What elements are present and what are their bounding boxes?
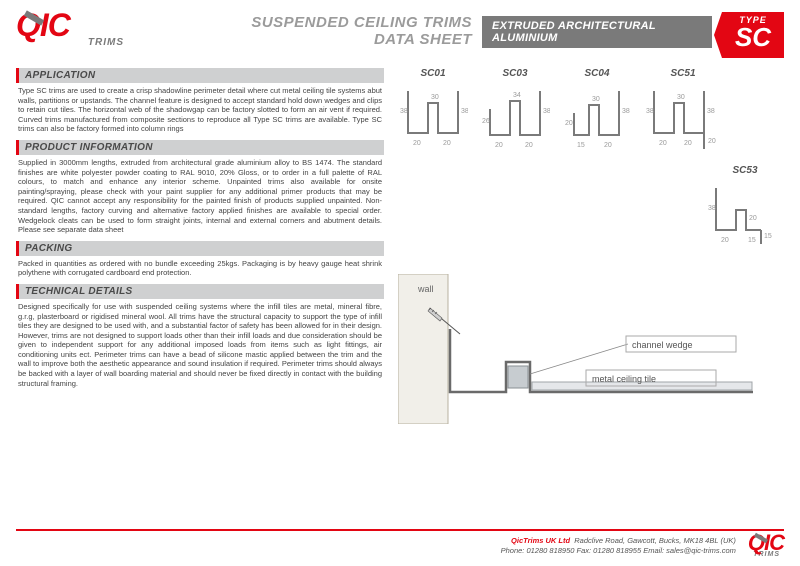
svg-text:38: 38 — [400, 108, 408, 115]
technical-body: Designed specifically for use with suspe… — [16, 299, 384, 390]
svg-text:20: 20 — [443, 140, 451, 147]
footer-address: Radclive Road, Gawcott, Bucks, MK18 4BL … — [574, 536, 736, 545]
svg-text:34: 34 — [513, 92, 521, 99]
profile-label: SC03 — [480, 68, 550, 79]
page: QIC TRIMS SUSPENDED CEILING TRIMS DATA S… — [0, 0, 800, 566]
footer-text: QicTrims UK Ltd Radclive Road, Gawcott, … — [501, 536, 736, 556]
svg-text:26: 26 — [482, 118, 490, 125]
svg-text:38: 38 — [622, 108, 630, 115]
svg-text:15: 15 — [577, 142, 585, 149]
type-badge: TYPE SC — [722, 12, 784, 58]
install-diagram-svg: wall channel wedge metal ceilin — [398, 274, 758, 424]
left-column: APPLICATION Type SC trims are used to cr… — [16, 64, 384, 429]
logo-text: QIC — [16, 12, 128, 39]
svg-text:20: 20 — [495, 142, 503, 149]
tile-label: metal ceiling tile — [592, 374, 656, 384]
profile-sc04-icon: 20 38 15 20 30 — [562, 81, 632, 151]
footer: QicTrims UK Ltd Radclive Road, Gawcott, … — [16, 529, 784, 558]
profile-label: SC01 — [398, 68, 468, 79]
product-head: PRODUCT INFORMATION — [16, 140, 384, 155]
svg-text:15: 15 — [748, 237, 756, 244]
svg-text:38: 38 — [461, 108, 468, 115]
wall-label: wall — [417, 284, 434, 294]
profile-sc53-icon: 38 20 20 15 15 — [706, 178, 784, 256]
profile-sc51: SC51 38 38 20 20 30 20 — [644, 68, 722, 159]
header: QIC TRIMS SUSPENDED CEILING TRIMS DATA S… — [16, 12, 784, 58]
svg-text:20: 20 — [684, 140, 692, 147]
svg-text:30: 30 — [592, 96, 600, 103]
logo: QIC TRIMS — [16, 12, 128, 56]
profile-sc01: SC01 38 38 20 20 30 — [398, 68, 468, 159]
svg-text:15: 15 — [764, 233, 772, 240]
svg-text:20: 20 — [749, 215, 757, 222]
subtitle-bar: EXTRUDED ARCHITECTURAL ALUMINIUM — [482, 16, 712, 48]
svg-text:20: 20 — [413, 140, 421, 147]
profile-sc01-icon: 38 38 20 20 30 — [398, 81, 468, 151]
svg-text:20: 20 — [525, 142, 533, 149]
svg-text:38: 38 — [543, 108, 550, 115]
footer-logo: QIC TRIMS — [748, 534, 784, 558]
columns: APPLICATION Type SC trims are used to cr… — [16, 64, 784, 429]
profiles-row2: SC53 38 20 20 15 15 — [398, 165, 784, 256]
application-body: Type SC trims are used to create a crisp… — [16, 83, 384, 136]
install-diagram: wall channel wedge metal ceilin — [398, 274, 784, 429]
application-head: APPLICATION — [16, 68, 384, 83]
title-block: SUSPENDED CEILING TRIMS DATA SHEET — [138, 12, 472, 48]
profile-label: SC53 — [706, 165, 784, 176]
footer-phone: Phone: 01280 818950 Fax: 01280 818955 Em… — [501, 546, 736, 555]
packing-body: Packed in quantities as ordered with no … — [16, 256, 384, 280]
footer-company: QicTrims UK Ltd — [511, 536, 570, 545]
svg-text:30: 30 — [677, 94, 685, 101]
profile-label: SC04 — [562, 68, 632, 79]
technical-head: TECHNICAL DETAILS — [16, 284, 384, 299]
svg-text:20: 20 — [708, 138, 716, 145]
profile-sc04: SC04 20 38 15 20 30 — [562, 68, 632, 159]
title-line-1: SUSPENDED CEILING TRIMS — [138, 14, 472, 31]
profile-sc53: SC53 38 20 20 15 15 — [706, 165, 784, 256]
svg-text:20: 20 — [659, 140, 667, 147]
svg-text:38: 38 — [646, 108, 654, 115]
profile-sc03: SC03 26 38 20 20 34 — [480, 68, 550, 159]
profile-label: SC51 — [644, 68, 722, 79]
title-line-2: DATA SHEET — [138, 31, 472, 48]
svg-text:20: 20 — [565, 120, 573, 127]
svg-text:20: 20 — [721, 237, 729, 244]
svg-text:38: 38 — [707, 108, 715, 115]
svg-text:20: 20 — [604, 142, 612, 149]
profile-sc51-icon: 38 38 20 20 30 20 — [644, 81, 722, 159]
right-column: SC01 38 38 20 20 30 SC03 — [398, 64, 784, 429]
packing-head: PACKING — [16, 241, 384, 256]
type-code: SC — [722, 25, 784, 50]
svg-text:30: 30 — [431, 94, 439, 101]
profile-sc03-icon: 26 38 20 20 34 — [480, 81, 550, 151]
wedge-label: channel wedge — [632, 340, 693, 350]
profiles-row1: SC01 38 38 20 20 30 SC03 — [398, 68, 784, 159]
product-body: Supplied in 3000mm lengths, extruded fro… — [16, 155, 384, 237]
svg-text:38: 38 — [708, 205, 716, 212]
